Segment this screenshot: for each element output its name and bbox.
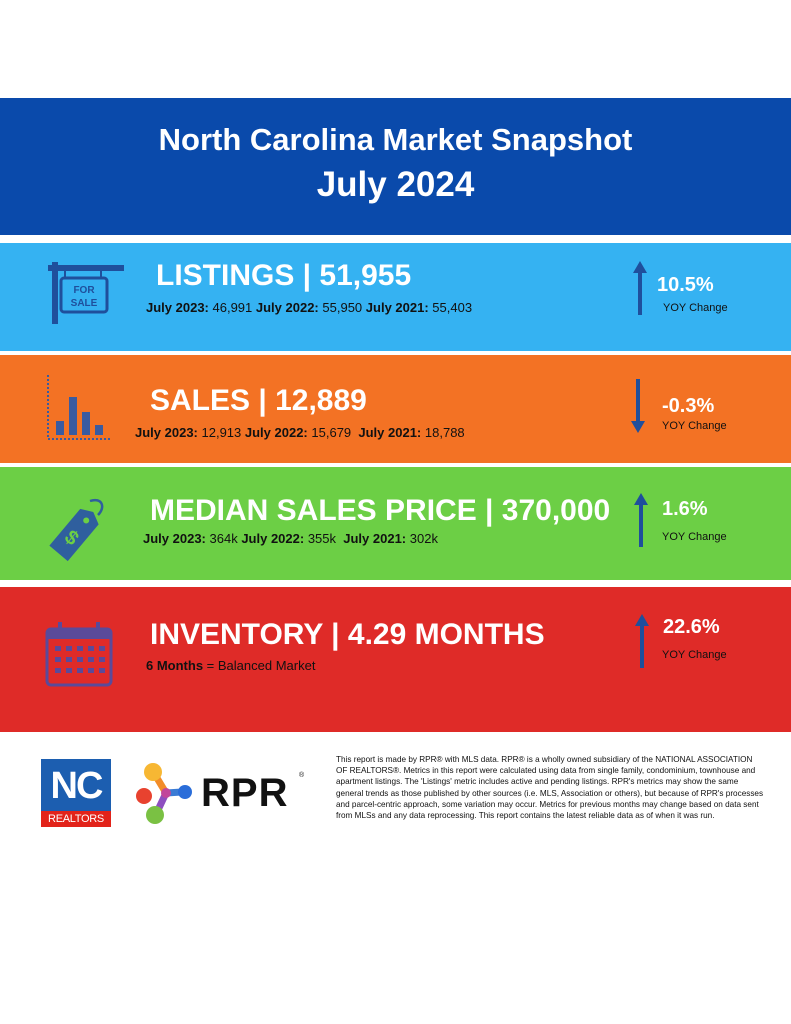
- history-value: 18,788: [424, 425, 465, 440]
- median-price-heading: MEDIAN SALES PRICE | 370,000: [150, 494, 611, 527]
- history-value: 55,403: [432, 300, 473, 315]
- disclaimer-text: This report is made by RPR® with MLS dat…: [336, 755, 764, 821]
- listings-change-label: YOY Change: [663, 302, 728, 314]
- history-label: July 2023:: [143, 531, 206, 546]
- sales-panel: SALES | 12,889 July 2023: 12,913 July 20…: [0, 355, 791, 463]
- listings-change: 10.5%: [657, 274, 714, 296]
- rpr-logo: RPR ®: [135, 760, 305, 826]
- inventory-note-bold: 6 Months: [146, 658, 204, 673]
- history-value: 15,679: [311, 425, 352, 440]
- arrow-down-icon: [631, 379, 645, 433]
- page-title: North Carolina Market Snapshot: [158, 122, 633, 157]
- price-tag-icon: $: [49, 498, 104, 562]
- history-value: 55,950: [322, 300, 363, 315]
- history-label: July 2022:: [241, 531, 305, 546]
- history-label: July 2023:: [135, 425, 198, 440]
- inventory-panel: INVENTORY | 4.29 MONTHS 6 Months = Balan…: [0, 587, 791, 732]
- listings-heading: LISTINGS | 51,955: [156, 259, 412, 292]
- history-label: July 2023:: [146, 300, 209, 315]
- arrow-up-icon: [634, 493, 648, 547]
- arrow-up-icon: [635, 614, 649, 668]
- rpr-logo-reg: ®: [299, 772, 305, 779]
- nc-realtors-logo: NC REALTORS: [41, 759, 111, 827]
- header-banner: North Carolina Market Snapshot July 2024: [0, 98, 791, 235]
- history-label: July 2022:: [255, 300, 319, 315]
- inventory-note: 6 Months = Balanced Market: [146, 658, 315, 673]
- median-price-panel: $ MEDIAN SALES PRICE | 370,000 July 2023…: [0, 467, 791, 580]
- rpr-molecule-icon: [136, 763, 192, 824]
- median-price-change: 1.6%: [662, 498, 708, 520]
- for-sale-sign-icon: FOR SALE: [48, 262, 124, 324]
- bar-chart-icon: [47, 375, 110, 440]
- inventory-change: 22.6%: [663, 616, 720, 638]
- nc-logo-bottom: REALTORS: [41, 811, 111, 827]
- sign-text-line2: SALE: [71, 298, 98, 309]
- sign-text-line1: FOR: [73, 285, 95, 296]
- calendar-icon: [45, 622, 113, 687]
- history-label: July 2021:: [365, 300, 429, 315]
- history-value: 355k: [307, 531, 337, 546]
- nc-logo-top: NC: [41, 759, 111, 811]
- page-subtitle: July 2024: [316, 165, 475, 204]
- rpr-logo-text: RPR: [201, 771, 289, 815]
- median-price-change-label: YOY Change: [662, 531, 727, 543]
- history-value: 364k: [209, 531, 238, 546]
- history-label: July 2022:: [244, 425, 308, 440]
- inventory-heading: INVENTORY | 4.29 MONTHS: [150, 618, 545, 651]
- median-price-history: July 2023: 364k July 2022: 355k July 202…: [143, 531, 438, 546]
- arrow-up-icon: [633, 261, 647, 315]
- inventory-note-text: = Balanced Market: [203, 658, 316, 673]
- sales-history: July 2023: 12,913 July 2022: 15,679 July…: [135, 425, 465, 440]
- listings-panel: FOR SALE LISTINGS | 51,955 July 2023: 46…: [0, 243, 791, 351]
- inventory-change-label: YOY Change: [662, 649, 727, 661]
- sales-change: -0.3%: [662, 395, 715, 417]
- history-label: July 2021:: [343, 531, 407, 546]
- history-value: 302k: [409, 531, 438, 546]
- sales-heading: SALES | 12,889: [150, 384, 367, 417]
- sales-change-label: YOY Change: [662, 420, 727, 432]
- history-label: July 2021:: [358, 425, 422, 440]
- history-value: 12,913: [201, 425, 242, 440]
- history-value: 46,991: [212, 300, 253, 315]
- listings-history: July 2023: 46,991 July 2022: 55,950 July…: [146, 300, 472, 315]
